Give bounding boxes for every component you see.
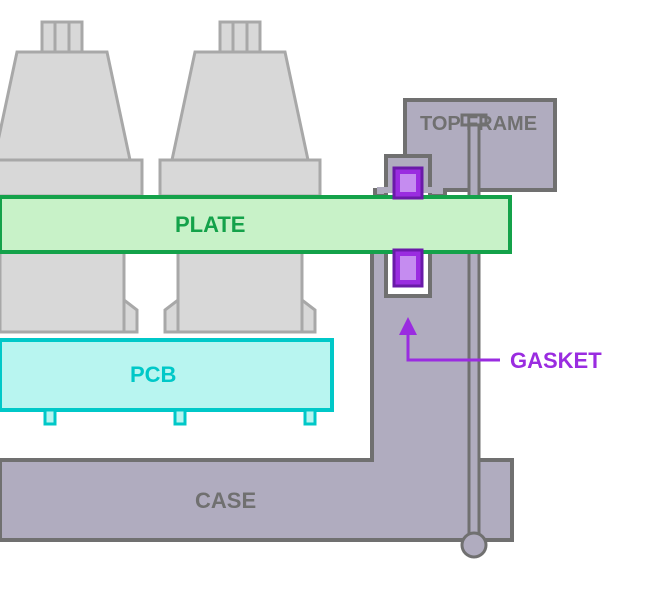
label-plate: PLATE	[175, 212, 245, 237]
diagram-svg: TOP FRAME PLATE PCB CASE GASKET	[0, 0, 672, 594]
pcb-pin	[175, 410, 185, 424]
screw-shaft	[469, 120, 479, 545]
switch-stem	[220, 22, 260, 52]
label-case: CASE	[195, 488, 256, 513]
diagram-stage: TOP FRAME PLATE PCB CASE GASKET	[0, 0, 672, 594]
switch-step	[160, 160, 320, 196]
label-gasket: GASKET	[510, 348, 602, 373]
plate	[0, 197, 510, 252]
switch-upper-housing	[172, 52, 308, 160]
switch-step	[0, 160, 142, 196]
label-top-frame: TOP FRAME	[420, 113, 537, 135]
switch-stem	[42, 22, 82, 52]
pcb-pin	[45, 410, 55, 424]
label-pcb: PCB	[130, 362, 176, 387]
pcb-pin	[305, 410, 315, 424]
case-foot-right	[372, 460, 512, 540]
switch-upper-housing	[0, 52, 130, 160]
switch-lower-housing	[178, 252, 302, 332]
switch-lower-housing	[0, 252, 124, 332]
screw-tip	[462, 533, 486, 557]
